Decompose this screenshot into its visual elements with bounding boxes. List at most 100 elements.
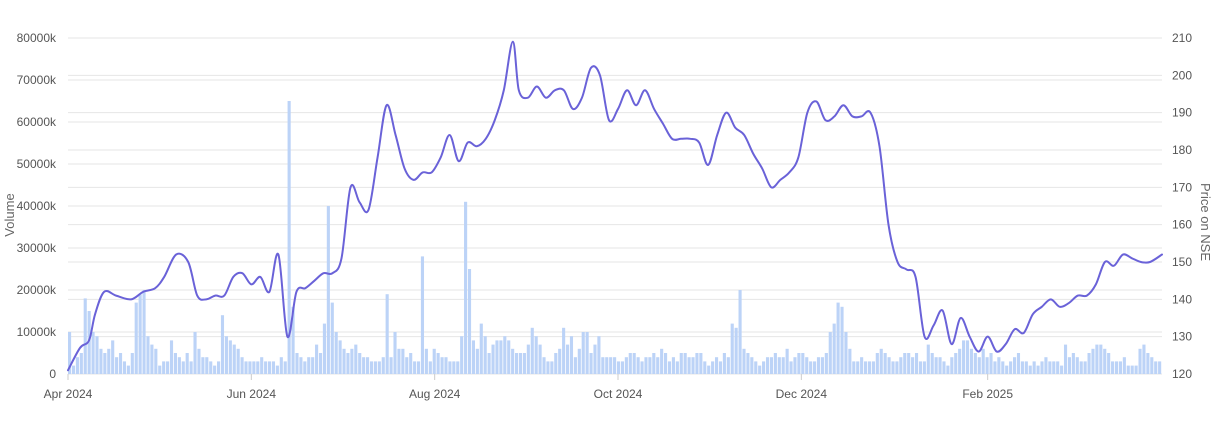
volume-bar (295, 353, 299, 374)
volume-bar (1126, 365, 1130, 374)
volume-bar (581, 332, 585, 374)
volume-bar (569, 336, 574, 374)
volume-bar (1001, 361, 1005, 374)
volume-bar (926, 344, 930, 374)
volume-bar (1095, 344, 1099, 374)
volume-bar (503, 336, 507, 374)
volume-bar (585, 332, 589, 374)
volume-bar (942, 361, 946, 374)
volume-bar (217, 361, 221, 374)
volume-bar (652, 353, 656, 374)
volume-bar (291, 306, 295, 374)
volume-bar (448, 361, 452, 374)
volume-bar (1099, 344, 1103, 374)
volume-bar (816, 357, 821, 374)
volume-bar (1028, 365, 1032, 374)
x-tick-label: Feb 2025 (962, 387, 1013, 401)
volume-bar (193, 332, 197, 374)
volume-bar (201, 357, 205, 374)
volume-bar (467, 269, 472, 374)
x-tick-label: Aug 2024 (409, 387, 461, 401)
volume-bar (83, 298, 87, 374)
volume-bar (1134, 365, 1138, 374)
volume-bar (122, 361, 127, 374)
volume-bar (785, 348, 789, 374)
volume-bar (860, 357, 864, 374)
volume-bar (605, 357, 609, 374)
volume-bar (683, 353, 687, 374)
volume-bar (691, 357, 695, 374)
volume-bar (181, 361, 185, 374)
volume-bar (530, 327, 534, 374)
volume-bar (922, 361, 926, 374)
y-right-tick-label: 190 (1172, 106, 1192, 120)
volume-bar (867, 361, 872, 374)
volume-bar (111, 340, 115, 374)
volume-bar (554, 353, 558, 374)
volume-bar (938, 357, 942, 374)
volume-bar (209, 361, 213, 374)
volume-bar (1052, 361, 1056, 374)
volume-bar (456, 361, 460, 374)
volume-bar (95, 336, 99, 374)
volume-bar (985, 357, 989, 374)
volume-bar (844, 332, 848, 374)
volume-bar (1067, 357, 1072, 374)
volume-bar (750, 357, 754, 374)
volume-bar (432, 348, 436, 374)
volume-bar (934, 357, 938, 374)
volume-bar (1154, 361, 1158, 374)
volume-bar (275, 365, 279, 374)
y-right-tick-label: 180 (1172, 143, 1192, 157)
y-right-tick-label: 140 (1172, 292, 1192, 306)
volume-bar (899, 357, 903, 374)
volume-bar (914, 353, 919, 374)
volume-bar (1146, 353, 1150, 374)
volume-bar (883, 353, 887, 374)
volume-bar (228, 340, 232, 374)
y-left-tick-label: 60000k (17, 115, 57, 129)
volume-bar (507, 340, 511, 374)
volume-bar (820, 357, 824, 374)
volume-bar (244, 361, 248, 374)
x-tick-label: Oct 2024 (594, 387, 643, 401)
volume-bar (318, 353, 323, 374)
volume-bar (667, 361, 672, 374)
volume-bar (315, 344, 319, 374)
volume-bar (334, 332, 338, 374)
volume-bar (832, 323, 836, 374)
volume-bar (958, 348, 962, 374)
volume-bar (248, 361, 252, 374)
volume-bar (620, 361, 624, 374)
volume-bar (848, 348, 852, 374)
y-left-tick-label: 70000k (17, 73, 57, 87)
volume-bar (793, 357, 797, 374)
volume-bar (550, 361, 554, 374)
y-right-tick-label: 210 (1172, 31, 1192, 45)
volume-bar (765, 357, 770, 374)
volume-bar (624, 357, 628, 374)
volume-bar (871, 361, 875, 374)
volume-bar (401, 348, 405, 374)
volume-bar (103, 353, 107, 374)
volume-bar (907, 353, 911, 374)
volume-bar (734, 327, 738, 374)
volume-bar (746, 353, 750, 374)
volume-bar (577, 348, 581, 374)
volume-bar (146, 336, 150, 374)
volume-bar (918, 361, 923, 374)
volume-bar (707, 365, 711, 374)
volume-bar (260, 357, 264, 374)
volume-bar (1075, 357, 1079, 374)
volume-bar (518, 353, 523, 374)
volume-bar (977, 357, 981, 374)
volume-bar (997, 357, 1001, 374)
x-tick-label: Apr 2024 (44, 387, 93, 401)
volume-bar (950, 357, 954, 374)
volume-bar (154, 348, 158, 374)
y-left-axis-title: Volume (2, 193, 17, 236)
volume-bar (424, 348, 428, 374)
volume-bar (1150, 357, 1154, 374)
volume-bar (648, 357, 652, 374)
